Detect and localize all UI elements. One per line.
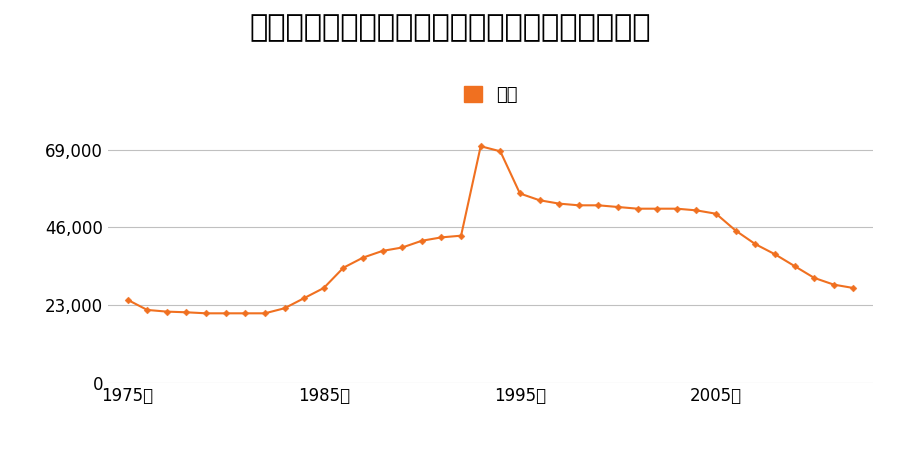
Legend: 価格: 価格 xyxy=(456,79,525,111)
Text: 大阪府富田林市大字別井元北１４３番の地価推移: 大阪府富田林市大字別井元北１４３番の地価推移 xyxy=(249,14,651,42)
